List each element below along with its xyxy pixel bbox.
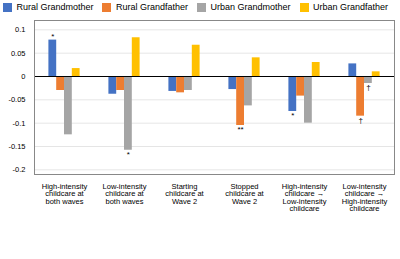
svg-text:-0.1: -0.1 xyxy=(13,119,26,128)
html-text:Rural Grandmother: Rural Grandmother xyxy=(16,2,94,12)
svg-text:†: † xyxy=(358,116,362,125)
svg-text:-0.15: -0.15 xyxy=(8,142,25,151)
svg-text:†: † xyxy=(366,83,370,92)
svg-text:-0.2: -0.2 xyxy=(13,165,26,174)
svg-text:High-intensitychildcare →Low-i: High-intensitychildcare →Low-intensitych… xyxy=(282,182,328,214)
svg-text:*: * xyxy=(127,150,130,159)
svg-text:*: * xyxy=(291,111,294,120)
html-text:Urban Grandfather: Urban Grandfather xyxy=(313,2,389,12)
html-text:Rural Grandfather: Rural Grandfather xyxy=(116,2,188,12)
svg-text:0: 0 xyxy=(21,72,25,81)
svg-text:Low-intensitychildcare →High-i: Low-intensitychildcare →High-intensitych… xyxy=(342,182,388,214)
svg-text:*: * xyxy=(51,32,54,41)
svg-text:0.1: 0.1 xyxy=(15,25,25,34)
svg-text:-0.05: -0.05 xyxy=(8,95,25,104)
svg-text:High-intensitychildcare atboth: High-intensitychildcare atboth waves xyxy=(42,182,88,206)
svg-text:0.05: 0.05 xyxy=(11,49,26,58)
svg-text:Startingchildcare atWave 2: Startingchildcare atWave 2 xyxy=(165,182,204,206)
svg-text:**: ** xyxy=(237,125,243,134)
html-text:Urban Grandmother: Urban Grandmother xyxy=(210,2,291,12)
svg-text:Low-intensitychildcare atboth: Low-intensitychildcare atboth waves xyxy=(103,182,147,206)
svg-text:Stoppedchildcare atWave 2: Stoppedchildcare atWave 2 xyxy=(225,182,264,206)
